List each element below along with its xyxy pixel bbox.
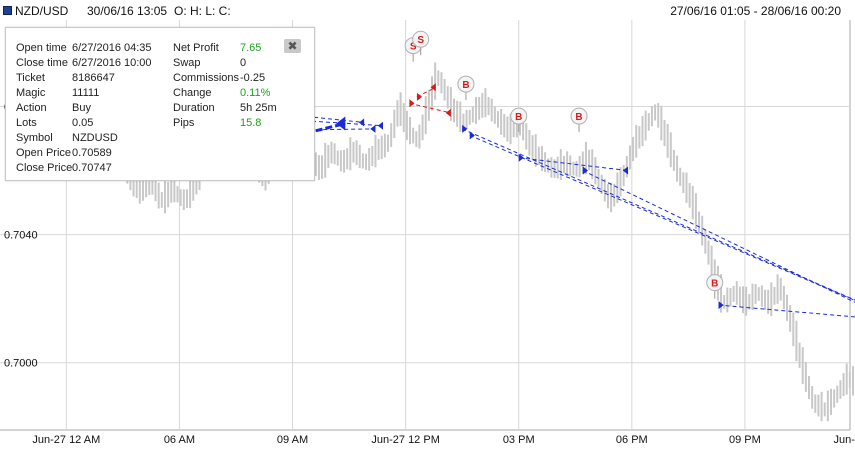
detail-value: NZDUSD: [72, 132, 118, 144]
sell-exit-arrow: [445, 108, 451, 117]
close-popup-button[interactable]: ✖: [284, 39, 301, 53]
trade-detail-row: Change 0.11%: [173, 86, 270, 101]
buy-exit-arrow: [358, 118, 365, 127]
net-profit-value: 7.65: [240, 42, 262, 54]
sell-marker-label: S: [410, 42, 417, 53]
detail-label: Swap: [173, 57, 201, 69]
trade-detail-row: Swap 0: [173, 56, 246, 71]
trade-details-popup: Open time 6/27/2016 04:35 Close time 6/27/…: [5, 27, 315, 181]
buy-exit-arrow: [622, 166, 629, 175]
x-tick-label: Jun-27 12 PM: [371, 434, 439, 446]
buy-marker: [706, 274, 724, 292]
detail-value: 0.70589: [72, 147, 112, 159]
sell-entry-arrow: [409, 99, 415, 108]
buy-marker-label: B: [462, 80, 469, 91]
buy-entry-arrow: [462, 124, 468, 133]
sell-entry-arrow: [416, 92, 423, 101]
chart-header: NZD/USD 30/06/16 13:05 O: H: L: C: 27/06…: [0, 0, 855, 20]
buy-marker-label: B: [575, 112, 582, 123]
buy-entry-arrow: [582, 166, 589, 175]
trade-detail-row: Open Price 0.70589: [16, 146, 112, 161]
buy-marker-label: B: [711, 279, 718, 290]
detail-value: 6/27/2016 04:35: [72, 42, 152, 54]
buy-entry-arrow: [718, 301, 724, 310]
x-tick-label: 09 PM: [729, 434, 761, 446]
buy-trade-line: [518, 157, 629, 172]
trade-detail-row: Open time 6/27/2016 04:35: [16, 41, 152, 56]
trade-detail-row: Pips 15.8: [173, 116, 261, 131]
detail-label: Magic: [16, 87, 46, 99]
sell-exit-arrow: [430, 83, 436, 92]
commissions-value: -0.25: [240, 72, 266, 84]
y-tick-label: 0.7040: [4, 230, 38, 242]
sell-trade-line: [416, 86, 437, 98]
detail-value: 6/27/2016 10:00: [72, 57, 152, 69]
buy-exit-arrow: [370, 124, 376, 133]
detail-label: Open time: [16, 42, 67, 54]
x-tick-label: Jun-27 12 AM: [32, 434, 100, 446]
buy-trade-line: [461, 128, 855, 301]
detail-label: Action: [16, 102, 47, 114]
detail-label: Duration: [173, 102, 215, 114]
buy-marker: [510, 107, 528, 125]
sell-marker-label: S: [417, 35, 424, 46]
detail-label: Open Price: [16, 147, 72, 159]
trade-details-left-column: Open time 6/27/2016 04:35 Close time 6/27/…: [16, 41, 152, 176]
x-tick-label: 06 PM: [616, 434, 648, 446]
symbol-label: NZD/USD: [15, 4, 69, 18]
detail-value: 8186647: [72, 72, 115, 84]
detail-label: Net Profit: [173, 42, 219, 54]
trade-detail-row: Symbol NZDUSD: [16, 131, 118, 146]
detail-label: Change: [173, 87, 212, 99]
buy-entry-arrow: [469, 131, 475, 140]
change-value: 0.11%: [240, 87, 271, 99]
datetime-label: 30/06/16 13:05: [87, 4, 168, 18]
trade-detail-row: Duration 5h 25m: [173, 101, 277, 116]
symbol-icon: [3, 6, 12, 15]
x-tick-label: Jun-28 12: [834, 434, 855, 446]
detail-value: Buy: [72, 102, 91, 114]
trade-detail-row: Close time 6/27/2016 10:00: [16, 56, 152, 71]
detail-label: Close Price: [16, 162, 73, 174]
detail-label: Symbol: [16, 132, 53, 144]
ohlc-label: O: H: L: C:: [174, 4, 231, 18]
detail-label: Pips: [173, 117, 195, 129]
buy-marker: [570, 107, 588, 125]
trade-detail-row: Lots 0.05: [16, 116, 93, 131]
date-range-label: 27/06/16 01:05 - 28/06/16 00:20: [670, 4, 841, 18]
x-tick-label: 09 AM: [277, 434, 308, 446]
detail-label: Lots: [16, 117, 37, 129]
trade-detail-row: Commissions -0.25: [173, 71, 265, 86]
swap-value: 0: [240, 57, 247, 69]
trade-detail-row: Close Price 0.70747: [16, 161, 112, 176]
buy-marker-label: B: [515, 112, 522, 123]
pips-value: 15.8: [240, 117, 262, 129]
buy-exit-arrow: [377, 121, 383, 130]
buy-trade-line: [718, 304, 855, 318]
buy-entry-arrow: [518, 153, 524, 162]
x-tick-label: 06 AM: [164, 434, 195, 446]
buy-marker: [457, 75, 475, 93]
buy-exit-arrow: [336, 116, 346, 131]
buy-trade-line: [469, 134, 855, 301]
detail-value: 11111: [72, 87, 100, 99]
detail-label: Close time: [16, 57, 68, 69]
detail-value: 0.05: [72, 117, 94, 129]
trade-details-right-column: Net Profit 7.65 Swap 0 Commissions -0.25 Ch…: [173, 41, 277, 131]
trade-detail-row: Action Buy: [16, 101, 91, 116]
trade-detail-row: Ticket 8186647: [16, 71, 115, 86]
detail-label: Commissions: [173, 72, 240, 84]
sell-marker: [412, 30, 430, 48]
duration-value: 5h 25m: [240, 102, 277, 114]
sell-trade-line: [409, 102, 451, 114]
x-tick-label: 03 PM: [503, 434, 535, 446]
detail-value: 0.70747: [72, 162, 112, 174]
y-tick-label: 0.7000: [4, 358, 38, 370]
trade-detail-row: Magic 11111: [16, 86, 99, 101]
detail-label: Ticket: [16, 72, 45, 84]
trade-detail-row: Net Profit 7.65: [173, 41, 261, 56]
